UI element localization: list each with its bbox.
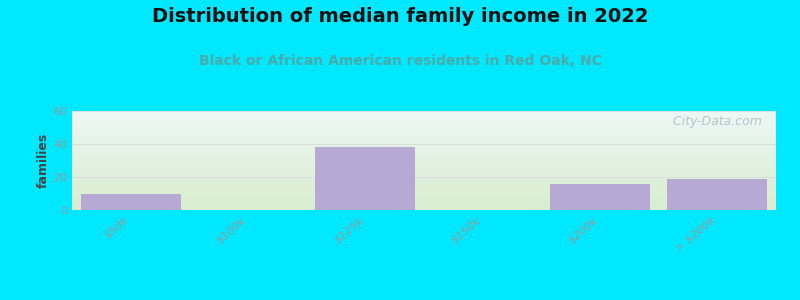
Bar: [550, 184, 650, 210]
Text: Black or African American residents in Red Oak, NC: Black or African American residents in R…: [198, 54, 602, 68]
Text: City-Data.com: City-Data.com: [665, 115, 762, 128]
Bar: [315, 147, 415, 210]
Bar: [667, 178, 767, 210]
Y-axis label: families: families: [38, 133, 50, 188]
Bar: [81, 194, 181, 210]
Text: Distribution of median family income in 2022: Distribution of median family income in …: [152, 8, 648, 26]
